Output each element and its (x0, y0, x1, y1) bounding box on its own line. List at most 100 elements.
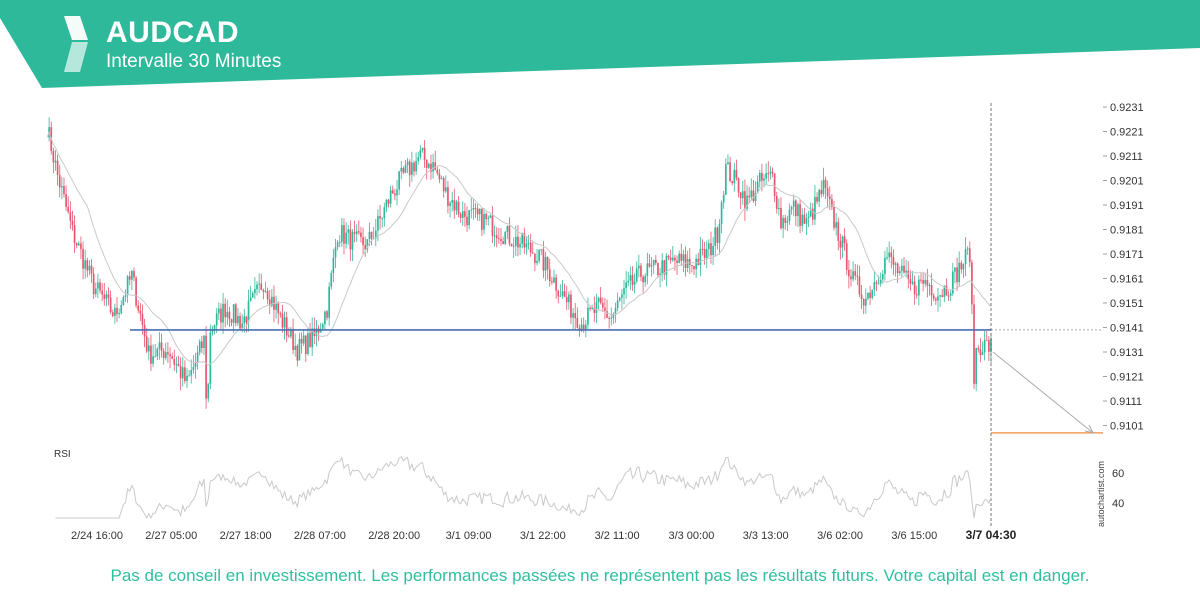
candle-body (949, 293, 952, 296)
candle-body (357, 231, 360, 233)
candle-body (905, 270, 907, 273)
candle-body (207, 383, 210, 399)
candle-body (608, 317, 611, 319)
candle-body (444, 187, 447, 192)
candle-body (574, 313, 577, 319)
candle-body (918, 279, 920, 296)
candle-body (958, 262, 961, 283)
candle-body (65, 194, 67, 207)
projection-arrow (992, 351, 1094, 434)
candle-body (807, 216, 810, 219)
candle-body (296, 345, 299, 361)
autochartist-logo-icon (64, 16, 88, 72)
candle-body (531, 252, 534, 254)
candle-body (228, 311, 231, 320)
time-tick-label: 3/6 02:00 (817, 530, 863, 542)
candle-body (746, 195, 748, 209)
candle-body (534, 253, 536, 264)
candle-body (425, 159, 428, 168)
candle-body (803, 214, 806, 224)
candle-body (890, 252, 893, 258)
candle-body (173, 358, 176, 365)
candle-body (739, 192, 742, 199)
candle-body (198, 341, 201, 353)
candle-body (877, 283, 880, 285)
candle-body (945, 285, 948, 296)
candle-body (610, 317, 613, 319)
candle-body (232, 304, 235, 323)
candle-body (756, 181, 759, 194)
candle-body (77, 243, 80, 246)
candle-body (294, 345, 297, 351)
candle-body (657, 262, 659, 276)
candle-body (913, 281, 916, 295)
watermark: autochartist.com (1096, 460, 1106, 527)
candle-body (237, 316, 239, 324)
candle-body (222, 303, 224, 323)
candle-body (281, 313, 284, 328)
candle-body (453, 200, 456, 211)
candle-body (780, 208, 782, 229)
candle-body (763, 178, 765, 181)
risk-disclaimer: Pas de conseil en investissement. Les pe… (110, 566, 1090, 585)
candle-body (544, 256, 547, 271)
candle-body (593, 307, 596, 313)
candle-body (290, 328, 292, 337)
candle-body (724, 163, 727, 195)
candle-body (775, 196, 778, 209)
candle-body (349, 229, 352, 250)
candle-body (75, 243, 78, 246)
candle-body (330, 273, 333, 287)
candle-body (769, 171, 772, 174)
candle-body (633, 281, 636, 285)
candle-body (254, 289, 256, 294)
candle-body (302, 335, 305, 344)
candle-body (559, 295, 562, 297)
candle-body (521, 233, 524, 244)
candle-body (627, 280, 630, 283)
candle-body (941, 295, 944, 297)
candle-body (818, 189, 821, 202)
candle-body (438, 173, 441, 180)
candle-body (126, 276, 129, 296)
candle-body (797, 204, 799, 217)
candle-body (234, 304, 237, 324)
candle-body (667, 255, 670, 258)
candle-body (404, 164, 407, 173)
candle-body (771, 171, 774, 174)
candle-body (510, 243, 513, 247)
candle-body (621, 294, 623, 298)
price-chart: 0.9231 0.9221 0.9211 0.9201 0.9191 0.9181 0.91… (46, 102, 1144, 542)
candle-body (674, 257, 676, 261)
candle-body (801, 214, 804, 226)
candle-body (313, 328, 316, 336)
candle-body (828, 196, 831, 200)
candle-body (262, 290, 265, 292)
candle-body (67, 206, 70, 212)
candle-body (710, 243, 712, 256)
candle-body (714, 227, 717, 246)
candle-body (811, 208, 814, 220)
candle-body (449, 202, 451, 206)
candle-body (682, 254, 685, 261)
candle-body (332, 257, 335, 274)
candle-body (892, 257, 895, 265)
price-tick-label: 0.9111 (1110, 396, 1142, 408)
candle-body (517, 236, 519, 248)
candle-body (137, 305, 140, 311)
candle-body (983, 339, 986, 353)
candle-body (434, 162, 437, 170)
candle-body (693, 266, 695, 270)
candle-body (514, 236, 517, 246)
candle-body (943, 285, 946, 297)
candle-body (612, 313, 615, 318)
candle-body (360, 232, 362, 238)
candle-body (167, 352, 169, 355)
candle-body (546, 256, 549, 270)
candle-body (871, 289, 874, 298)
price-tick-label: 0.9211 (1110, 151, 1143, 163)
candle-body (381, 218, 384, 220)
candle-body (553, 277, 555, 283)
candle-body (635, 268, 638, 282)
time-tick-label: 3/3 13:00 (743, 530, 789, 542)
